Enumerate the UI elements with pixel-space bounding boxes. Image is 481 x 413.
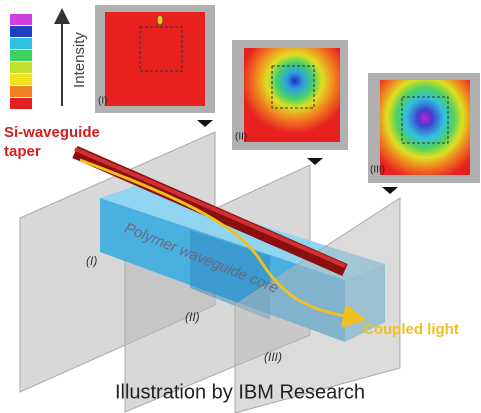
taper-label: Si-waveguide — [4, 124, 100, 141]
si-taper — [72, 146, 348, 276]
swatch — [10, 62, 32, 73]
caption: Illustration by IBM Research — [115, 381, 365, 403]
si-taper-highlight — [74, 147, 346, 268]
swatch — [10, 86, 32, 97]
pointer — [382, 187, 398, 194]
field-map — [105, 12, 205, 106]
intensity-legend: Intensity — [10, 8, 88, 109]
swatch — [10, 38, 32, 49]
mode-spot — [156, 14, 164, 26]
plane-label: (III) — [264, 350, 282, 364]
swatch — [10, 14, 32, 25]
swatch — [10, 98, 32, 109]
taper-label: taper — [4, 143, 41, 160]
legend-label: Intensity — [71, 32, 88, 88]
inset-label: (I) — [98, 96, 107, 107]
core-outline — [139, 26, 183, 72]
pointer — [307, 158, 323, 165]
light-path — [79, 158, 367, 328]
plane — [234, 197, 401, 413]
output-label: Coupled light — [363, 321, 459, 338]
swatch — [10, 50, 32, 61]
field-map — [244, 48, 340, 142]
inset-label: (III) — [370, 165, 385, 176]
core-outline — [271, 65, 315, 109]
plane-label: (I) — [86, 254, 97, 268]
swatch — [10, 26, 32, 37]
core-outline — [401, 96, 449, 144]
plane-label: (II) — [185, 310, 200, 324]
swatch — [10, 74, 32, 85]
inset-label: (II) — [235, 132, 247, 143]
pointer — [197, 120, 213, 127]
field-map — [380, 80, 470, 175]
